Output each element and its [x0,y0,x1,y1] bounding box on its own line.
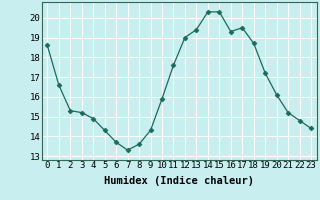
X-axis label: Humidex (Indice chaleur): Humidex (Indice chaleur) [104,176,254,186]
